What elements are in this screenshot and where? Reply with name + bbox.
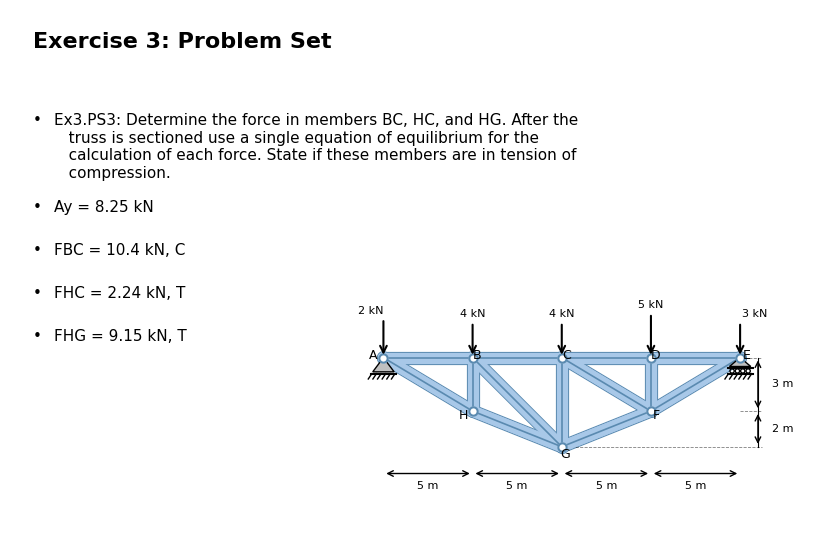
- Polygon shape: [729, 357, 750, 367]
- Text: •: •: [33, 200, 42, 215]
- Text: Exercise 3: Problem Set: Exercise 3: Problem Set: [33, 32, 332, 52]
- Text: 2 kN: 2 kN: [358, 306, 383, 316]
- Text: 2 m: 2 m: [772, 424, 793, 434]
- Text: Ex3.PS3: Determine the force in members BC, HC, and HG. After the
   truss is se: Ex3.PS3: Determine the force in members …: [54, 113, 577, 180]
- Text: G: G: [560, 448, 570, 461]
- Text: C: C: [562, 349, 570, 362]
- Text: •: •: [33, 286, 42, 301]
- Text: •: •: [33, 113, 42, 129]
- Text: E: E: [742, 349, 749, 362]
- Text: FBC = 10.4 kN, C: FBC = 10.4 kN, C: [54, 243, 185, 258]
- Text: 5 m: 5 m: [595, 481, 616, 491]
- Text: FHC = 2.24 kN, T: FHC = 2.24 kN, T: [54, 286, 185, 301]
- Text: FHG = 9.15 kN, T: FHG = 9.15 kN, T: [54, 329, 186, 345]
- Text: 3 kN: 3 kN: [741, 309, 766, 319]
- Text: H: H: [458, 409, 468, 422]
- Text: 3 m: 3 m: [772, 379, 792, 389]
- Text: A: A: [369, 349, 377, 362]
- Text: •: •: [33, 329, 42, 345]
- Text: 4 kN: 4 kN: [548, 309, 574, 319]
- Text: 5 m: 5 m: [506, 481, 528, 491]
- Text: Ay = 8.25 kN: Ay = 8.25 kN: [54, 200, 153, 215]
- Text: 5 m: 5 m: [417, 481, 438, 491]
- Text: 5 kN: 5 kN: [638, 300, 662, 310]
- Text: 5 m: 5 m: [684, 481, 705, 491]
- Text: F: F: [652, 409, 659, 422]
- Text: •: •: [33, 243, 42, 258]
- Text: 4 kN: 4 kN: [459, 309, 485, 319]
- Polygon shape: [372, 357, 394, 372]
- Text: D: D: [650, 349, 659, 362]
- Text: B: B: [472, 349, 480, 362]
